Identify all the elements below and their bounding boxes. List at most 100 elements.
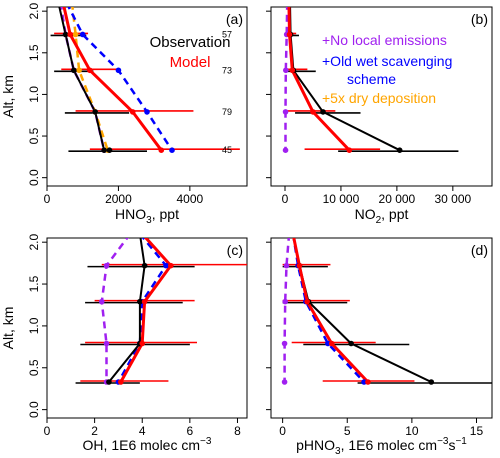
- data-point-wet: [163, 262, 169, 269]
- data-point-model: [296, 262, 303, 269]
- legend-entry: +No local emissions: [322, 32, 447, 48]
- x-axis-title-main: pHNO: [296, 437, 335, 453]
- data-point-model: [346, 147, 353, 153]
- plot-frame: [46, 6, 248, 187]
- data-point-dry: [72, 31, 79, 38]
- panel-b: 0 10 000 20 000 30 000 NO2, ppt (b) +No local …: [266, 6, 493, 226]
- data-point-model: [139, 340, 146, 347]
- x-axis-title-sup: −3: [437, 436, 449, 447]
- panel-a: 0 2000 4000 0.0 0.5 1.0 1.5 2.0 Alt, km HNO3, ppt…: [0, 2, 248, 226]
- data-point-obs: [62, 31, 69, 38]
- x-axis-title-sub: 3: [335, 446, 341, 457]
- series-line-dry: [71, 7, 109, 151]
- x-axis-title-sup: −3: [200, 436, 212, 447]
- sample-count-label: 79: [222, 107, 232, 117]
- y-tick-label: 2.0: [27, 234, 41, 251]
- panel-label: (c): [227, 242, 243, 258]
- x-tick-label: 0: [279, 424, 286, 438]
- x-tick-label: 5: [344, 424, 351, 438]
- legend-entry: scheme: [347, 71, 396, 87]
- data-point-wet: [361, 379, 367, 385]
- legend-entry: +5x dry deposition: [322, 90, 436, 106]
- x-tick-label: 10: [405, 424, 419, 438]
- data-point-noemis: [283, 262, 290, 269]
- data-point-model: [87, 67, 93, 74]
- x-tick-label: 15: [470, 424, 484, 438]
- data-point-model: [328, 340, 335, 347]
- data-point-obs: [106, 147, 113, 153]
- data-point-noemis: [282, 147, 289, 153]
- data-point-model: [118, 379, 124, 385]
- plot-frame: [270, 237, 493, 419]
- series-line-obs: [292, 238, 432, 383]
- panel-c: 0 2 4 6 8 0.0 0.5 1.0 1.5 2.0 Alt, km OH, 1E6 molec…: [0, 234, 248, 453]
- y-tick-label: 0.5: [27, 127, 41, 144]
- data-point-dry: [76, 67, 82, 74]
- y-tick-label: 1.5: [27, 44, 41, 61]
- y-axis-title: Alt, km: [0, 75, 16, 118]
- data-point-model: [158, 147, 165, 153]
- x-tick-label: 0: [282, 192, 289, 206]
- panel-label: (d): [471, 242, 488, 258]
- data-point-obs: [141, 262, 148, 269]
- data-point-model: [304, 298, 310, 305]
- data-point-noemis: [283, 67, 289, 74]
- data-point-noemis: [282, 298, 289, 305]
- x-tick-label: 6: [187, 424, 194, 438]
- data-point-obs: [101, 147, 107, 153]
- sample-count-label: 57: [222, 29, 232, 39]
- y-axis-title: Alt, km: [0, 307, 16, 350]
- sample-count-label: 73: [222, 65, 232, 75]
- x-axis-title-main: HNO: [115, 206, 146, 222]
- series-line-model: [292, 238, 369, 384]
- x-tick-label: 20 000: [379, 192, 416, 206]
- data-point-noemis: [281, 340, 288, 347]
- data-point-noemis: [103, 340, 110, 347]
- data-point-model: [129, 109, 136, 115]
- data-point-obs: [137, 298, 143, 305]
- data-point-wet: [79, 31, 86, 38]
- data-point-wet: [325, 340, 331, 347]
- x-axis-title-main: NO: [355, 206, 376, 222]
- data-point-model: [365, 379, 371, 385]
- x-axis-title: pHNO3, 1E6 molec cm−3s−1: [296, 436, 467, 457]
- x-axis-title-sub: 2: [376, 215, 382, 226]
- data-point-noemis: [281, 379, 288, 385]
- x-axis-title: OH, 1E6 molec cm−3: [83, 436, 212, 453]
- data-point-model: [286, 31, 293, 38]
- y-tick-label: 0.5: [27, 359, 41, 376]
- x-axis-title-tail2: s: [448, 437, 455, 453]
- data-point-wet: [115, 67, 122, 74]
- x-tick-label: 30 000: [434, 192, 471, 206]
- data-point-noemis: [282, 109, 289, 115]
- data-point-noemis: [103, 262, 110, 269]
- y-tick-label: 1.5: [27, 275, 41, 292]
- x-axis-title-tail: , 1E6 molec cm: [341, 437, 437, 453]
- y-tick-label: 0.0: [27, 401, 41, 418]
- data-point-model: [310, 109, 316, 115]
- x-tick-label: 2000: [105, 192, 132, 206]
- legend-entry: +Old wet scavenging: [322, 53, 452, 69]
- x-tick-label: 4000: [177, 192, 204, 206]
- x-tick-label: 10 000: [323, 192, 360, 206]
- x-axis-title-main: OH, 1E6 molec cm: [83, 437, 200, 453]
- plot-data: [75, 238, 247, 385]
- series-line-obs: [58, 7, 110, 152]
- data-point-model: [289, 67, 296, 74]
- x-axis-title-sup2: −1: [455, 436, 467, 447]
- x-axis-title-tail: , ppt: [152, 206, 179, 222]
- x-axis-title-tail: , ppt: [381, 206, 408, 222]
- data-point-wet: [169, 147, 175, 153]
- series-line-model: [119, 238, 173, 383]
- x-tick-label: 4: [139, 424, 146, 438]
- data-point-obs: [92, 109, 99, 115]
- data-point-model: [168, 262, 174, 269]
- series-line-noemis: [284, 7, 289, 151]
- plot-frame: [270, 6, 493, 187]
- data-point-model: [141, 298, 148, 305]
- x-axis-title-sub: 3: [146, 215, 152, 226]
- data-point-obs: [70, 67, 77, 74]
- y-tick-label: 1.0: [27, 317, 41, 334]
- x-axis-title: HNO3, ppt: [115, 206, 179, 226]
